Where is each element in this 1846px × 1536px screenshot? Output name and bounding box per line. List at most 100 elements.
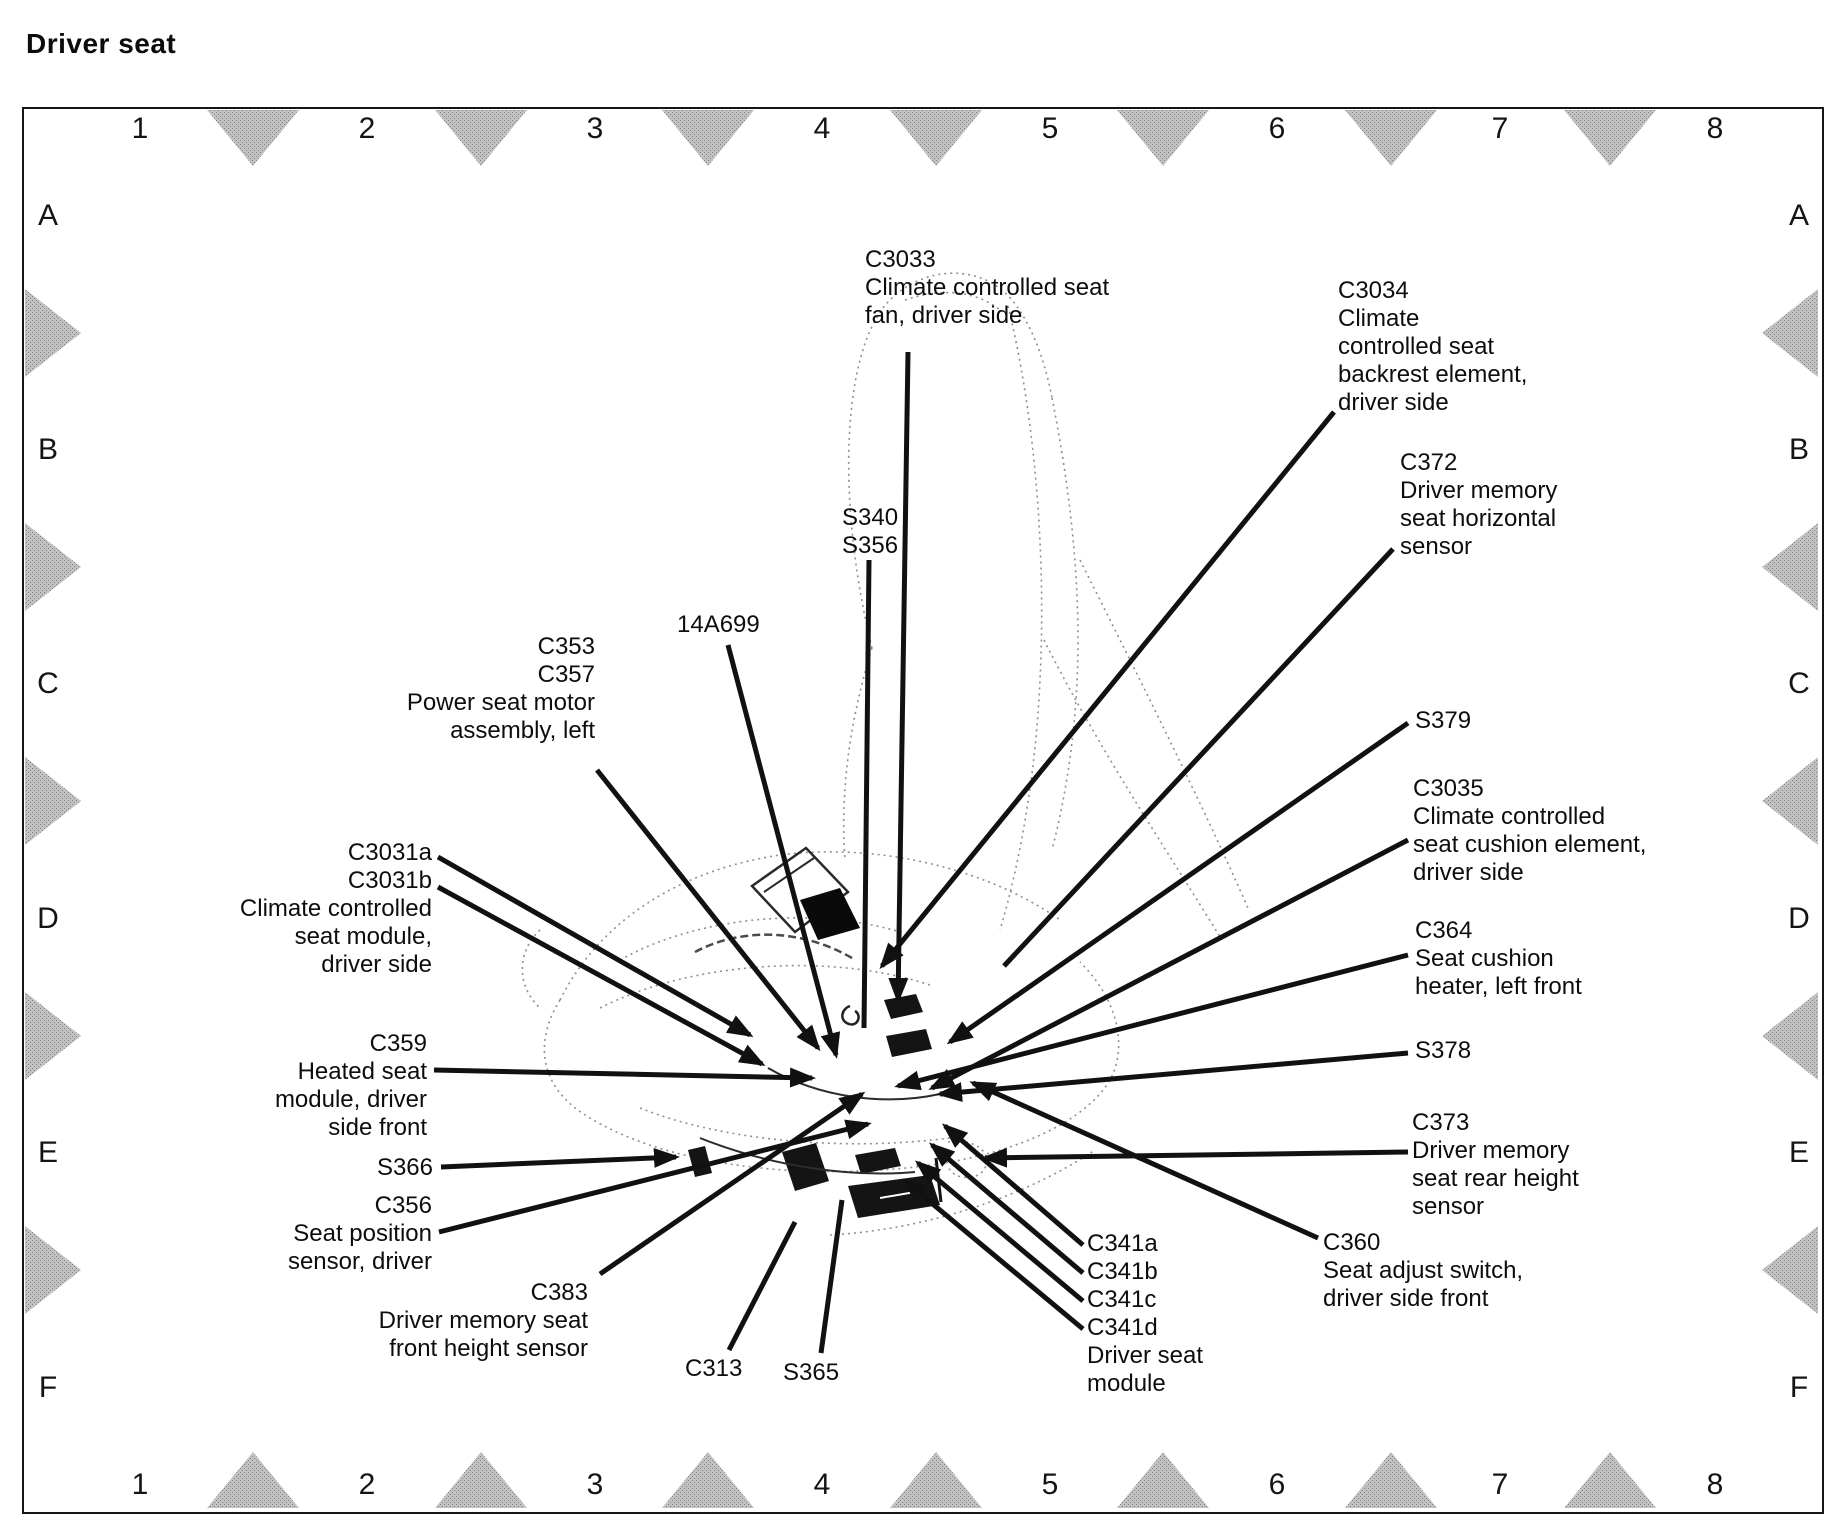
grid-col-label-bottom-2: 2 (358, 1468, 376, 1501)
connector-icon (855, 1148, 901, 1174)
grid-marker-icons (25, 110, 1818, 1508)
leader-line-c313 (726, 1220, 798, 1352)
grid-marker-icon (25, 757, 81, 845)
connector-hardware (688, 846, 943, 1218)
leader-line-s366 (440, 1147, 680, 1170)
callout-c359: C359 Heated seat module, driver side fro… (274, 1030, 427, 1141)
connector-icon (886, 1029, 932, 1057)
grid-marker-icon (207, 110, 299, 166)
grid-marker-icon (890, 110, 982, 166)
diagram-frame (22, 107, 1824, 1514)
grid-marker-icon (1345, 1452, 1437, 1508)
grid-col-label-bottom-6: 6 (1268, 1468, 1286, 1501)
leader-line-c359 (433, 1067, 816, 1088)
grid-marker-icon (662, 110, 754, 166)
grid-marker-icon (25, 289, 81, 377)
grid-marker-icon (435, 110, 527, 166)
callout-c364: C364 Seat cushion heater, left front (1415, 917, 1582, 1000)
leader-line-s378 (936, 1050, 1409, 1103)
grid-marker-icon (890, 1452, 982, 1508)
grid-marker-icon (1345, 110, 1437, 166)
connector-icon (688, 1146, 712, 1177)
grid-col-label-bottom-8: 8 (1706, 1468, 1724, 1501)
leader-line-c372 (1002, 547, 1395, 968)
grid-col-label-bottom-7: 7 (1491, 1468, 1509, 1501)
page-title: Driver seat (26, 28, 177, 59)
grid-row-label-left-f: F (38, 1371, 58, 1404)
grid-row-label-right-b: B (1788, 433, 1809, 466)
ribbed-tube-sketch (694, 933, 853, 960)
grid-row-label-left-d: D (37, 902, 59, 935)
leader-line-c3033 (888, 351, 911, 1004)
seat-sketch (521, 272, 1249, 1236)
leader-line-c341b (928, 1142, 1085, 1275)
callout-c3034: C3034 Climate controlled seat backrest e… (1338, 277, 1528, 416)
grid-col-label-bottom-4: 4 (813, 1468, 831, 1501)
callout-c372: C372 Driver memory seat horizontal senso… (1400, 449, 1558, 560)
grid-marker-icon (1762, 757, 1818, 845)
leader-line-c3031a (436, 854, 754, 1038)
grid-col-label-top-3: 3 (586, 112, 604, 145)
leader-line-c383 (598, 1091, 866, 1277)
grid-col-label-bottom-3: 3 (586, 1468, 604, 1501)
grid-row-label-left-b: B (37, 433, 58, 466)
leader-line-c353 (595, 768, 821, 1052)
leader-line-c3034 (879, 410, 1336, 970)
leader-line-c341a (941, 1123, 1085, 1247)
leader-line-s365 (818, 1199, 845, 1354)
grid-marker-icon (1762, 992, 1818, 1080)
callout-c373: C373 Driver memory seat rear height sens… (1412, 1109, 1579, 1220)
callout-c353-c357: C353 C357 Power seat motor assembly, lef… (406, 633, 595, 744)
callout-c341: C341a C341b C341c C341d Driver seat modu… (1087, 1230, 1204, 1397)
grid-marker-icon (435, 1452, 527, 1508)
callout-14a699: 14A699 (677, 611, 760, 638)
leader-line-14a699 (725, 644, 841, 1059)
grid-col-label-top-8: 8 (1706, 112, 1724, 145)
leader-line-c3035 (928, 837, 1410, 1091)
harness-sketch (699, 1137, 916, 1175)
grid-col-label-top-5: 5 (1041, 112, 1059, 145)
grid-row-label-right-d: D (1788, 902, 1810, 935)
grid-marker-icon (25, 992, 81, 1080)
leader-line-s379 (946, 720, 1410, 1045)
grid-row-label-right-f: F (1789, 1371, 1809, 1404)
grid-row-label-right-e: E (1788, 1136, 1809, 1169)
grid-col-label-top-1: 1 (131, 112, 149, 145)
leader-line-c373 (981, 1147, 1409, 1168)
leader-line-c360 (969, 1080, 1320, 1241)
grid-marker-icon (207, 1452, 299, 1508)
callout-s366: S366 (376, 1154, 433, 1181)
grid-marker-icon (1762, 289, 1818, 377)
leader-line-c341c (914, 1160, 1085, 1303)
grid-marker-icon (25, 523, 81, 611)
grid-marker-icon (1564, 110, 1656, 166)
grid-marker-icon (662, 1452, 754, 1508)
connector-icon (884, 994, 923, 1019)
callout-c3031: C3031a C3031b Climate controlled seat mo… (239, 839, 432, 978)
grid-row-label-right-a: A (1788, 199, 1809, 232)
callout-c313: C313 (685, 1355, 743, 1382)
grid-col-label-bottom-5: 5 (1041, 1468, 1059, 1501)
grid-marker-icon (1762, 1226, 1818, 1314)
hook-sketch (841, 1004, 860, 1026)
callout-s365: S365 (783, 1359, 840, 1386)
grid-col-label-top-6: 6 (1268, 112, 1286, 145)
grid-marker-icon (1762, 523, 1818, 611)
leader-line-c341d (901, 1178, 1085, 1331)
grid-marker-icon (25, 1226, 81, 1314)
callout-s340-s356: S340 S356 (842, 504, 899, 559)
grid-marker-icon (1564, 1452, 1656, 1508)
callout-c3035: C3035 Climate controlled seat cushion el… (1413, 775, 1647, 886)
grid-row-label-left-a: A (37, 199, 58, 232)
grid-row-label-right-c: C (1788, 667, 1810, 700)
grid-row-label-left-e: E (37, 1136, 58, 1169)
grid-col-label-top-7: 7 (1491, 112, 1509, 145)
grid-marker-icon (1117, 110, 1209, 166)
callout-c360: C360 Seat adjust switch, driver side fro… (1323, 1229, 1524, 1312)
leader-line-s340 (861, 559, 872, 1029)
callout-s379: S379 (1415, 707, 1472, 734)
grid-col-label-bottom-1: 1 (131, 1468, 149, 1501)
leader-line-c3031b (436, 884, 766, 1067)
